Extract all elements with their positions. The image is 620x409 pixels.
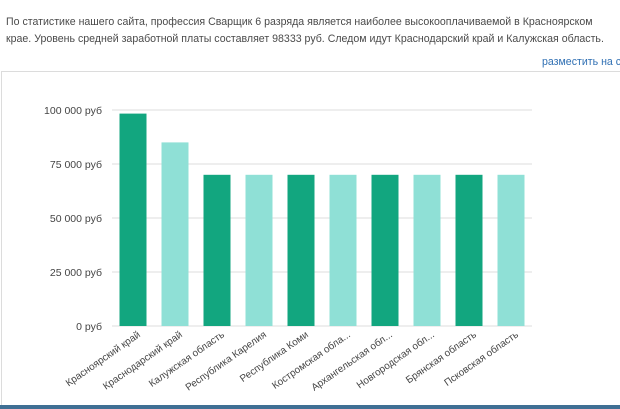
bar — [161, 142, 189, 326]
x-tick-label: Республика Коми — [238, 329, 311, 385]
x-tick-label: Краснодарский край — [101, 329, 184, 392]
bar — [287, 174, 315, 326]
y-tick-label: 25 000 руб — [50, 267, 102, 279]
x-tick-label: Новгородская обл... — [354, 329, 436, 392]
y-tick-label: 0 руб — [76, 321, 102, 333]
y-tick-label: 100 000 руб — [44, 105, 102, 117]
bar — [119, 113, 147, 326]
x-tick-label: Костромская обла... — [270, 329, 353, 392]
bar — [497, 174, 525, 326]
intro-text: По статистике нашего сайта, профессия Св… — [6, 16, 604, 45]
x-tick-label: Брянская область — [404, 329, 479, 387]
x-tick-label: Красноярский край — [64, 329, 143, 389]
bar — [245, 174, 273, 326]
y-tick-label: 50 000 руб — [50, 213, 102, 225]
embed-link[interactable]: разместить на са — [542, 56, 620, 68]
bottom-bar — [0, 405, 620, 409]
bar — [455, 174, 483, 326]
y-tick-label: 75 000 руб — [50, 159, 102, 171]
x-tick-label: Калужская область — [147, 329, 227, 390]
x-tick-label: Псковская область — [442, 329, 521, 389]
salary-bar-chart: 0 руб 25 000 руб 50 000 руб 75 000 руб 100 0… — [44, 105, 532, 394]
bar — [371, 174, 399, 326]
bar — [329, 174, 357, 326]
chart-card: 0 руб 25 000 руб 50 000 руб 75 000 руб 100 0… — [1, 71, 620, 408]
bar — [203, 174, 231, 326]
bar — [413, 174, 441, 326]
